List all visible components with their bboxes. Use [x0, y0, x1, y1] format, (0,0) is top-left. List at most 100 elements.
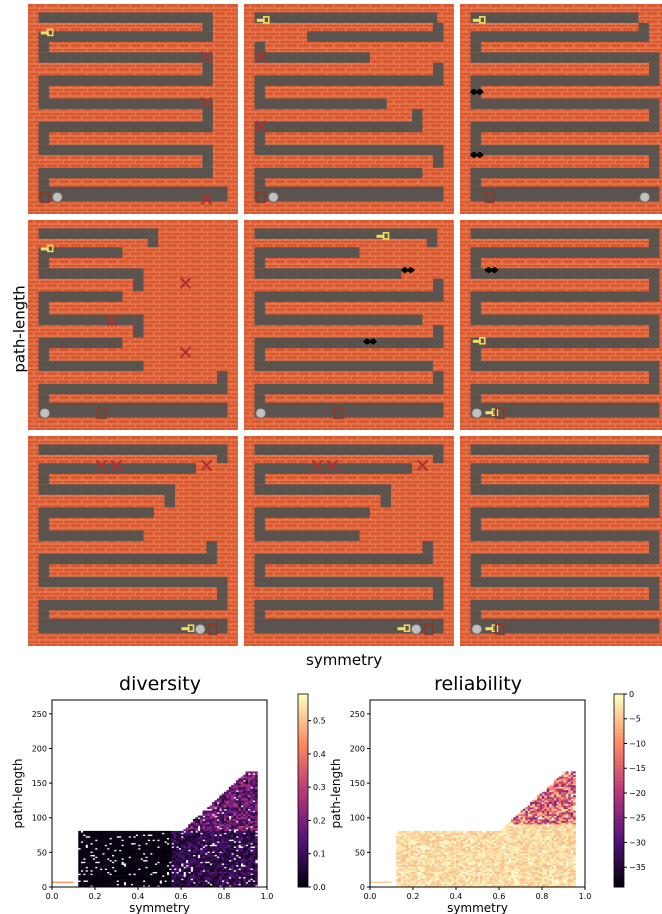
heat-cell — [522, 837, 526, 840]
heat-cell — [530, 813, 533, 816]
heat-cell — [176, 878, 179, 881]
heat-cell — [226, 866, 230, 869]
heat-cell — [78, 851, 81, 854]
heat-cell — [135, 849, 139, 852]
heat-cell — [95, 846, 98, 849]
heat-cell — [255, 795, 258, 798]
heat-cell — [214, 805, 218, 808]
heat-cell — [436, 834, 440, 837]
heat-cell — [118, 842, 122, 845]
heat-cell — [420, 841, 423, 844]
heat-cell — [439, 853, 442, 855]
heat-cell — [140, 863, 144, 866]
heat-cell — [200, 866, 203, 869]
heat-cell — [214, 871, 218, 874]
heat-cell — [470, 830, 474, 833]
heat-cell — [460, 876, 464, 879]
heat-cell — [178, 851, 182, 854]
heat-cell — [520, 881, 524, 884]
heat-cell — [221, 878, 225, 881]
heat-cell — [243, 856, 246, 859]
heat-cell — [491, 849, 495, 852]
heat-cell — [102, 873, 105, 876]
heat-cell — [472, 830, 476, 833]
heat-cell — [527, 871, 531, 874]
heat-cell — [240, 842, 244, 845]
heat-cell — [92, 832, 96, 835]
heat-cell — [243, 858, 246, 861]
heat-cell — [451, 875, 454, 878]
heat-cell — [85, 859, 89, 862]
heat-cell — [487, 836, 490, 838]
heat-cell — [424, 859, 428, 862]
heat-cell — [525, 807, 528, 810]
heat-cell — [231, 813, 234, 816]
heat-cell — [212, 822, 215, 825]
heat-cell — [491, 883, 495, 886]
level-8 — [244, 436, 454, 646]
heat-cell — [133, 866, 136, 869]
heat-cell — [99, 847, 103, 850]
heat-cell — [149, 883, 153, 886]
x-tick-label: 0.2 — [89, 892, 102, 901]
corridor-connector — [422, 541, 433, 554]
heat-cell — [118, 851, 122, 854]
heat-cell — [520, 875, 524, 878]
heat-cell — [207, 844, 210, 847]
heat-cell — [446, 854, 450, 857]
heat-cell — [398, 832, 402, 835]
heat-cell — [475, 881, 478, 884]
heat-cell — [78, 846, 81, 849]
heat-cell — [510, 883, 514, 886]
heat-cell — [207, 864, 210, 867]
heat-cell — [83, 864, 86, 867]
heat-cell — [90, 878, 93, 881]
heat-cell — [513, 885, 517, 888]
heat-cell — [522, 854, 526, 857]
heat-cell — [247, 815, 251, 818]
heat-cell — [104, 834, 108, 837]
heat-cell — [216, 854, 220, 857]
heat-cell — [456, 864, 459, 867]
heat-cell — [518, 866, 521, 869]
heat-cell — [250, 836, 253, 838]
heat-cell — [444, 883, 447, 886]
heat-cell — [448, 873, 452, 876]
heat-cell — [415, 883, 419, 886]
heat-cell — [451, 870, 454, 872]
heat-cell — [228, 810, 232, 813]
heat-cell — [417, 841, 421, 844]
heat-cell — [233, 803, 237, 806]
heat-cell — [183, 881, 187, 884]
heat-cell — [128, 844, 132, 847]
heat-cell — [530, 851, 533, 854]
heat-cell — [176, 849, 179, 852]
heat-cell — [482, 864, 485, 867]
heat-cell — [410, 844, 414, 847]
heat-cell — [126, 885, 129, 888]
heat-cell — [420, 878, 423, 881]
heat-cell — [460, 868, 464, 871]
colorbar-segment — [298, 748, 308, 753]
heat-cell — [159, 858, 163, 861]
heat-cell — [231, 793, 234, 796]
heat-cell — [97, 868, 101, 871]
heat-cell — [482, 847, 485, 850]
heat-cell — [192, 842, 196, 845]
heat-cell — [209, 868, 213, 871]
heat-cell — [410, 858, 414, 861]
heat-cell — [487, 883, 490, 886]
heat-cell — [192, 878, 196, 881]
heat-cell — [97, 885, 101, 888]
heat-cell — [111, 846, 115, 849]
heat-cell — [121, 880, 124, 883]
heat-cell — [506, 851, 509, 854]
heat-cell — [250, 808, 253, 811]
heat-cell — [479, 842, 483, 845]
heat-cell — [99, 876, 103, 879]
heat-cell — [408, 861, 411, 864]
heat-cell — [525, 878, 528, 881]
heat-cell — [499, 846, 502, 849]
heat-cell — [510, 854, 514, 857]
heat-cell — [417, 834, 421, 837]
